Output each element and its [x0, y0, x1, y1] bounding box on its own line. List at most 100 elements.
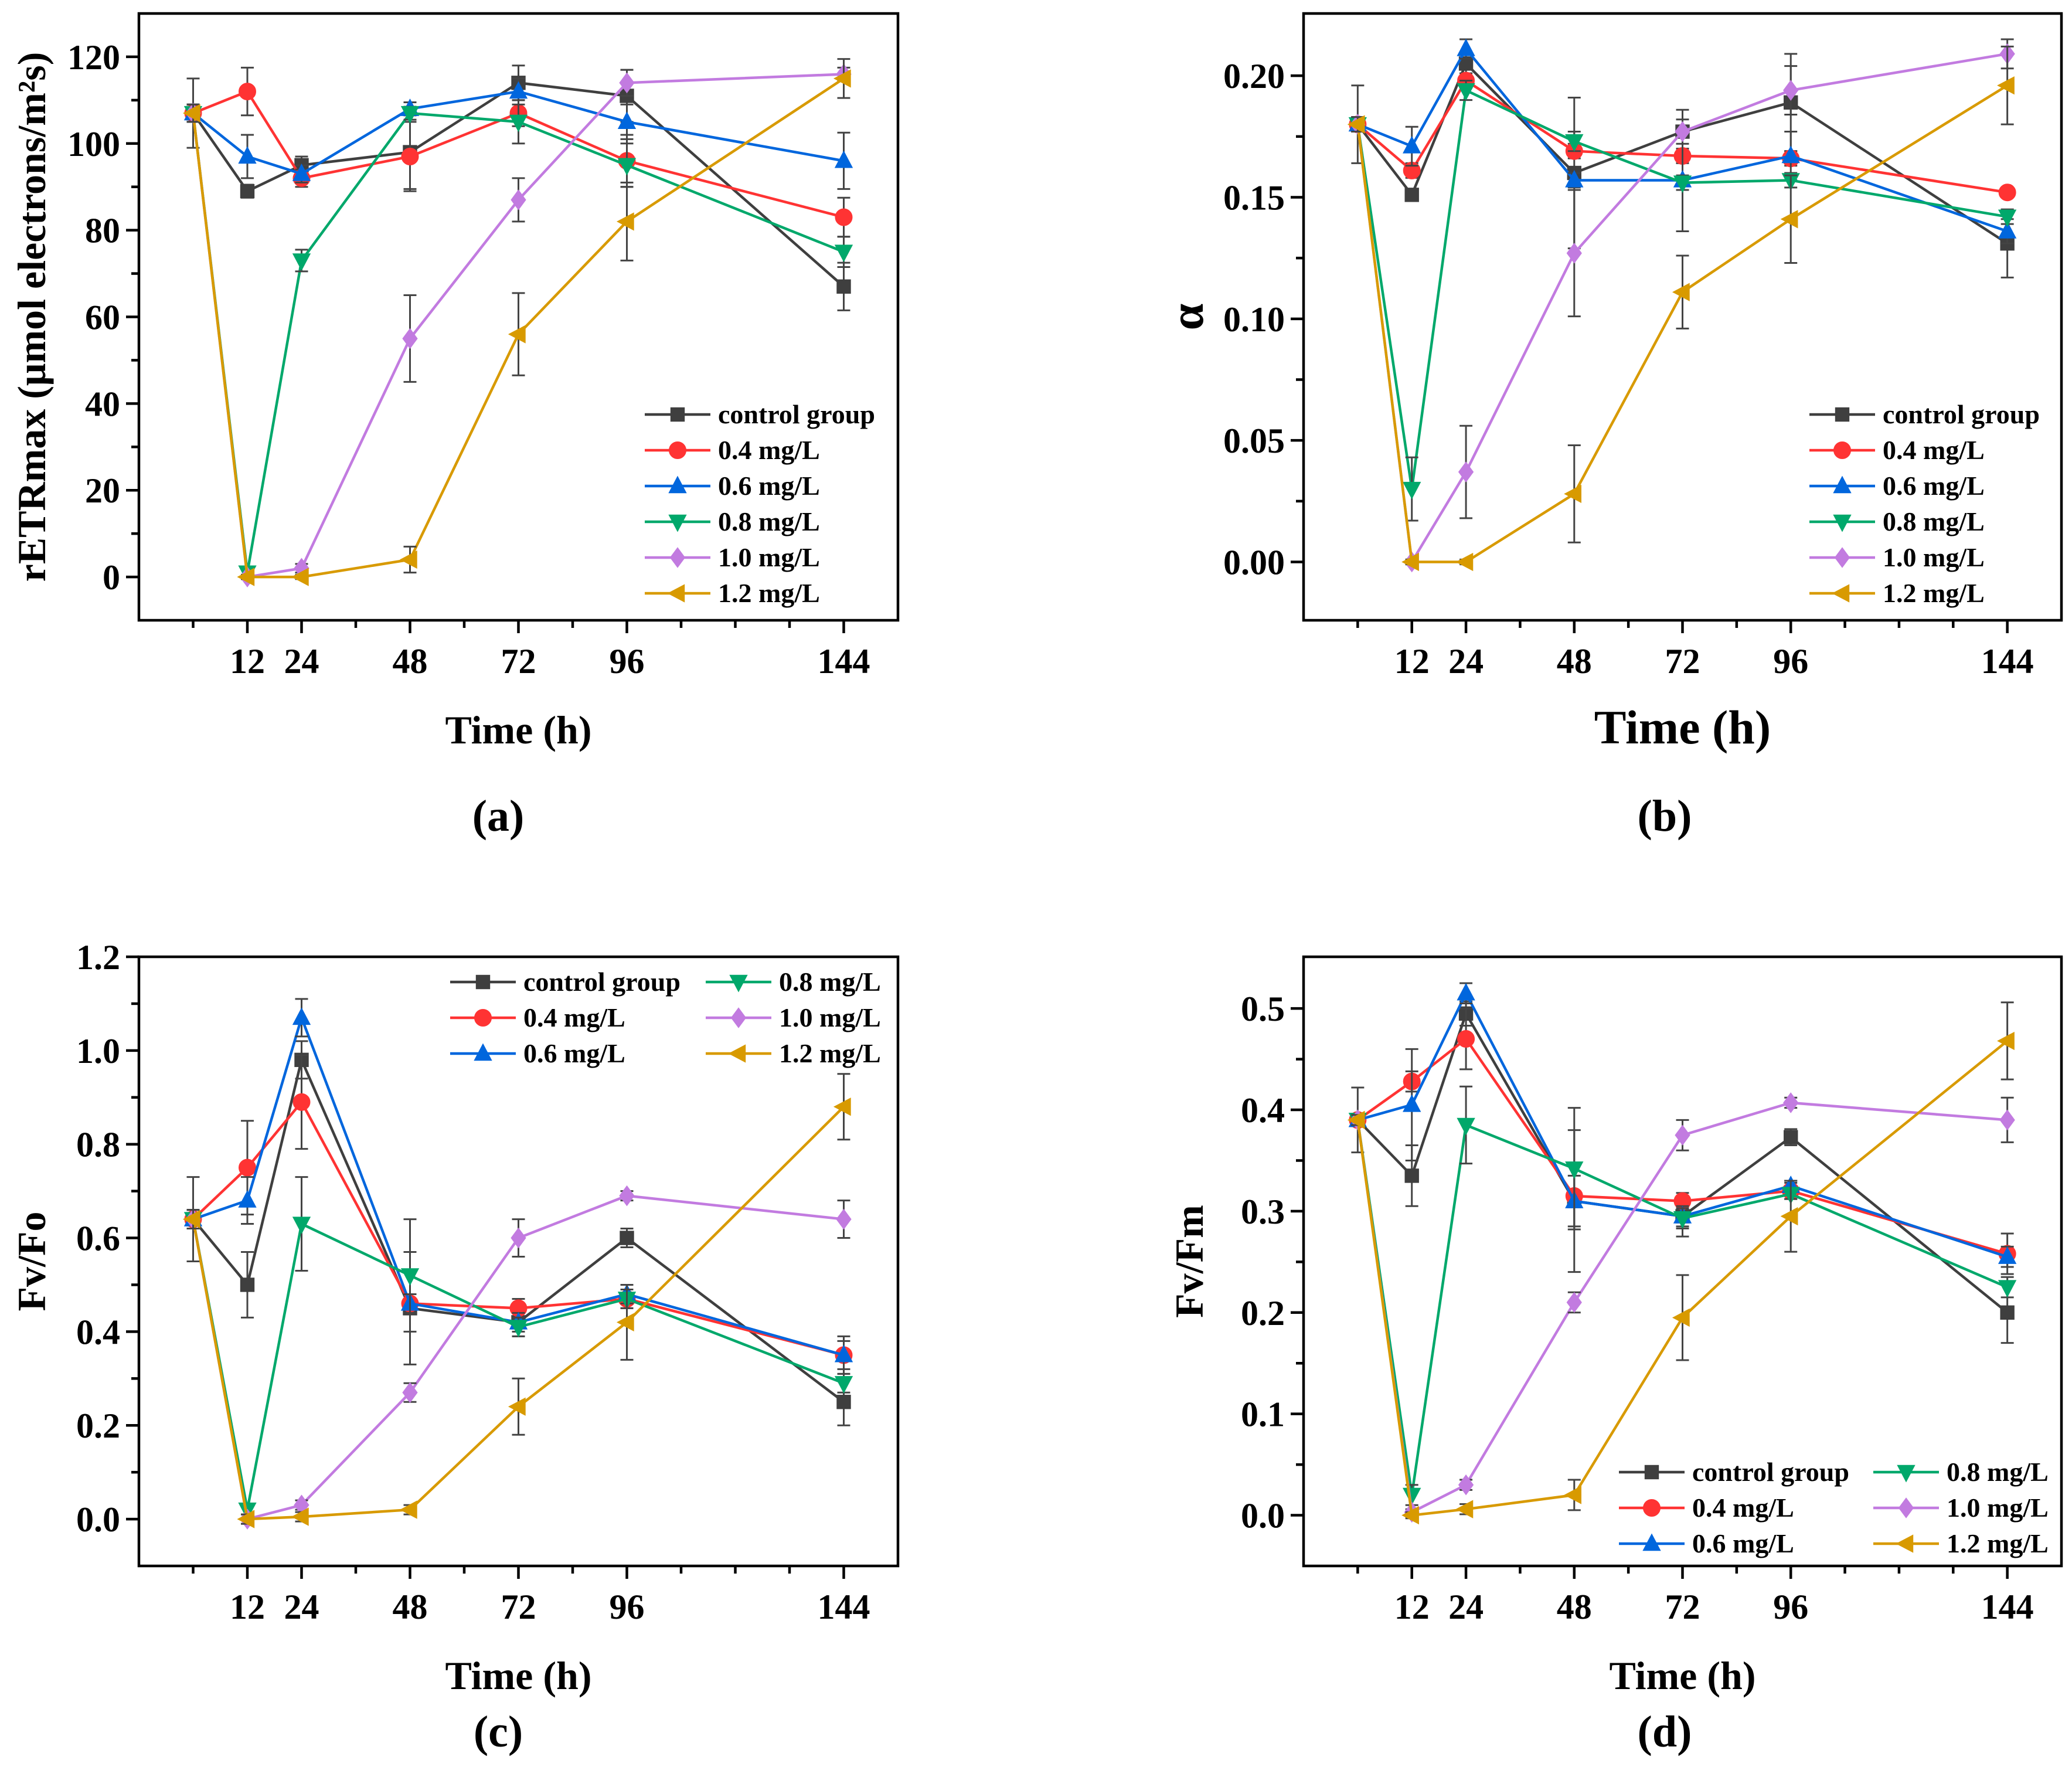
- legend-label: 0.4 mg/L: [718, 435, 820, 465]
- data-point: [834, 150, 853, 168]
- data-point: [1566, 1292, 1582, 1313]
- data-point: [834, 1376, 853, 1394]
- x-tick-label: 144: [818, 1588, 870, 1626]
- legend-label: control group: [523, 967, 681, 997]
- y-tick-label: 0.2: [76, 1406, 120, 1445]
- y-axis-title: rETRmax (μmol electrons/m²s): [9, 52, 54, 582]
- data-point: [240, 1277, 255, 1292]
- data-point: [1997, 76, 2015, 95]
- data-point: [616, 1313, 634, 1332]
- legend-label: 1.2 mg/L: [779, 1038, 881, 1068]
- legend-label: 0.4 mg/L: [1692, 1493, 1794, 1523]
- y-tick-label: 0.2: [1241, 1294, 1285, 1333]
- chart-panel-b: 12 24 48 72 96 144 0.00 0.05 0.10 0.15 0.20 Time (h…: [1160, 12, 2063, 841]
- data-point: [620, 1231, 634, 1245]
- y-tick-label: 0.00: [1223, 543, 1285, 582]
- legend-marker: [1833, 475, 1852, 494]
- panel-label: (d): [1638, 1707, 1692, 1756]
- series-1-2-mg-l: [1347, 45, 2015, 572]
- data-point: [836, 279, 851, 294]
- data-point: [1780, 210, 1798, 229]
- data-point: [1675, 121, 1690, 142]
- data-point: [1672, 1308, 1690, 1327]
- x-tick-label: 72: [501, 642, 536, 681]
- legend-label: 0.8 mg/L: [779, 967, 881, 997]
- legend-marker: [729, 974, 748, 993]
- data-point: [292, 1217, 311, 1235]
- legend-marker: [730, 1007, 747, 1028]
- data-point: [1404, 1168, 1419, 1183]
- data-point: [1457, 983, 1475, 1001]
- chart-panel-c: 12 24 48 72 96 144 0.0 0.2 0.4 0.6 0.8 1.0 1.2 Time (…: [9, 938, 900, 1756]
- legend-marker: [1896, 1534, 1914, 1553]
- data-point: [509, 1320, 528, 1337]
- data-point: [1565, 134, 1584, 152]
- data-point: [1458, 1474, 1474, 1496]
- data-point: [292, 253, 311, 271]
- legend-label: 1.0 mg/L: [718, 542, 820, 572]
- y-axis-title: Fv/Fm: [1167, 1205, 1212, 1318]
- series-1-2-mg-l: [182, 58, 851, 586]
- series-1-2-mg-l: [1347, 1001, 2015, 1525]
- data-point: [400, 1268, 420, 1286]
- y-tick-label: 0.1: [1241, 1395, 1285, 1434]
- data-point: [1565, 1161, 1584, 1179]
- data-point: [1457, 1030, 1475, 1048]
- data-point: [1998, 1246, 2017, 1264]
- y-tick-label: 80: [85, 212, 120, 250]
- legend-label: 0.6 mg/L: [1883, 471, 1985, 501]
- data-point: [617, 111, 637, 130]
- data-point: [833, 1098, 851, 1116]
- data-point: [834, 244, 853, 263]
- y-tick-label: 40: [85, 385, 120, 423]
- legend-marker: [1643, 1499, 1661, 1517]
- x-axis-title: Time (h): [445, 1653, 592, 1698]
- legend-marker: [1834, 547, 1850, 568]
- data-point: [1457, 1117, 1475, 1136]
- legend-marker: [474, 1009, 492, 1027]
- data-point: [237, 568, 255, 586]
- legend-label: 1.0 mg/L: [1947, 1493, 2049, 1523]
- data-point: [834, 1344, 853, 1363]
- data-point: [240, 184, 255, 199]
- data-point: [509, 81, 528, 99]
- x-tick-label: 72: [1665, 642, 1700, 681]
- series-line: [192, 1219, 845, 1510]
- y-tick-label: 0.0: [76, 1500, 120, 1539]
- legend-marker: [670, 407, 685, 422]
- legend-marker: [1897, 1465, 1916, 1483]
- series-line: [1356, 1010, 2009, 1314]
- x-tick-label: 24: [1448, 1588, 1484, 1626]
- legend: control group 0.4 mg/L 0.6 mg/L 0.8 mg/L 1.0…: [1809, 399, 2040, 608]
- data-point: [402, 328, 418, 349]
- y-axis-title: Fv/Fo: [9, 1212, 54, 1311]
- x-tick-label: 48: [393, 642, 428, 681]
- data-point: [1998, 209, 2017, 227]
- x-tick-label: 144: [818, 642, 870, 681]
- legend-label: 0.6 mg/L: [718, 471, 820, 501]
- y-tick-label: 0.3: [1241, 1192, 1285, 1231]
- x-tick-label: 72: [501, 1588, 536, 1626]
- data-point: [1403, 481, 1421, 500]
- data-point: [1403, 135, 1421, 154]
- chart-panel-a: 12 24 48 72 96 144 0 20 40 60 80 100 120 Time (h) rETR…: [9, 12, 900, 841]
- data-point: [1404, 188, 1419, 202]
- x-tick-label: 12: [1394, 642, 1430, 681]
- legend-marker: [1835, 407, 1850, 422]
- data-point: [238, 146, 257, 164]
- data-point: [182, 1209, 200, 1229]
- data-point: [1565, 169, 1584, 188]
- series-1-0-mg-l: [185, 1185, 852, 1530]
- data-point: [1998, 220, 2017, 239]
- data-point: [1780, 1207, 1798, 1226]
- legend-label: 0.8 mg/L: [1947, 1457, 2049, 1487]
- data-point: [238, 1190, 257, 1208]
- x-tick-label: 96: [1773, 642, 1808, 681]
- data-point: [836, 1395, 851, 1409]
- data-point: [1403, 1487, 1421, 1506]
- legend: control group 0.4 mg/L 0.6 mg/L 0.8 mg/L 1.0…: [1619, 1457, 2049, 1558]
- data-point: [1998, 184, 2016, 202]
- y-tick-label: 20: [85, 471, 120, 510]
- y-tick-label: 0.15: [1223, 178, 1285, 217]
- legend-label: control group: [1692, 1457, 1849, 1487]
